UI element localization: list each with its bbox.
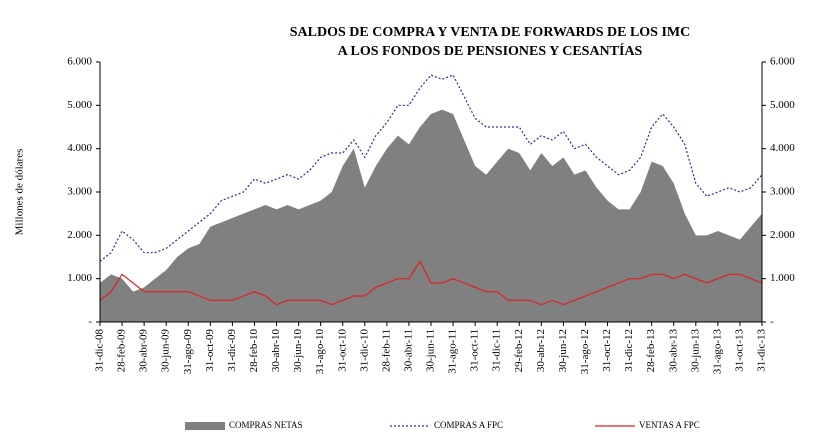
line xyxy=(99,74,763,262)
line xyxy=(99,260,763,306)
y-tick-label: - xyxy=(88,316,92,328)
y-tick-label: 6.000 xyxy=(67,56,92,68)
x-tick-label: 30-abr-12 xyxy=(535,329,547,372)
y-tick-label: 2.000 xyxy=(67,229,92,241)
y2-tick-label: 2.000 xyxy=(770,229,795,241)
x-tick-label: 31-ago-12 xyxy=(579,329,591,374)
chart-title: SALDOS DE COMPRA Y VENTA DE FORWARDS DE … xyxy=(290,25,691,40)
y-tick-label: 4.000 xyxy=(67,142,92,154)
area xyxy=(100,109,762,323)
x-tick-label: 31-dic-08 xyxy=(94,329,106,372)
y2-tick-label: - xyxy=(770,316,774,328)
x-tick-label: 28-feb-10 xyxy=(248,329,260,373)
x-tick-label: 31-ago-09 xyxy=(182,329,194,375)
legend-label: COMPRAS NETAS xyxy=(229,420,303,430)
legend-swatch xyxy=(185,422,225,430)
x-tick-label: 30-jun-09 xyxy=(160,329,172,373)
y-tick-label: 1.000 xyxy=(67,272,92,284)
x-tick-label: 31-oct-13 xyxy=(733,329,745,372)
x-tick-label: 30-jun-10 xyxy=(292,329,304,373)
x-tick-label: 31-dic-11 xyxy=(491,329,503,371)
x-tick-label: 30-abr-10 xyxy=(270,329,282,373)
x-tick-label: 30-jun-12 xyxy=(557,329,569,372)
y-axis-label: Millones de dólares xyxy=(14,149,26,236)
x-tick-label: 31-dic-12 xyxy=(623,329,635,372)
x-tick-label: 29-feb-12 xyxy=(513,329,525,372)
x-tick-label: 30-jun-13 xyxy=(689,329,701,373)
y-tick-label: 5.000 xyxy=(67,99,92,111)
y2-tick-label: 3.000 xyxy=(770,186,795,198)
x-tick-label: 28-feb-11 xyxy=(380,329,392,372)
x-tick-label: 30-abr-11 xyxy=(402,329,414,372)
y-tick-label: 3.000 xyxy=(67,186,92,198)
x-tick-label: 31-dic-10 xyxy=(358,329,370,372)
x-tick-label: 30-abr-09 xyxy=(138,329,150,373)
y2-tick-label: 1.000 xyxy=(770,272,795,284)
x-tick-label: 31-oct-11 xyxy=(469,329,481,371)
x-tick-label: 31-ago-10 xyxy=(314,329,326,375)
y2-tick-label: 4.000 xyxy=(770,142,795,154)
x-tick-label: 31-oct-09 xyxy=(204,329,216,372)
x-tick-label: 31-dic-13 xyxy=(756,329,768,372)
x-tick-label: 28-feb-13 xyxy=(645,329,657,373)
x-tick-label: 30-jun-11 xyxy=(425,329,437,372)
legend-label: COMPRAS A FPC xyxy=(434,420,503,430)
x-tick-label: 31-ago-13 xyxy=(711,329,723,375)
y2-tick-label: 5.000 xyxy=(770,99,795,111)
x-tick-label: 28-feb-09 xyxy=(116,329,128,373)
chart-subtitle: A LOS FONDOS DE PENSIONES Y CESANTÍAS xyxy=(338,42,643,59)
x-tick-label: 30-abr-13 xyxy=(667,329,679,373)
legend-label: VENTAS A FPC xyxy=(639,420,700,430)
y2-tick-label: 6.000 xyxy=(770,56,795,68)
x-tick-label: 31-ago-11 xyxy=(447,329,459,374)
x-tick-label: 31-dic-09 xyxy=(226,329,238,372)
x-tick-label: 31-oct-12 xyxy=(601,329,613,372)
x-tick-label: 31-oct-10 xyxy=(336,329,348,372)
